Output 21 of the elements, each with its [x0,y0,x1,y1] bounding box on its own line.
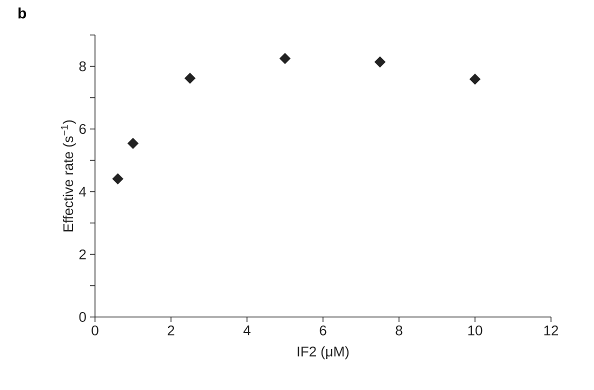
x-tick-label: 8 [396,326,402,336]
y-tick-label: 2 [79,249,86,260]
point [184,72,196,84]
text: b [18,8,26,18]
x-tick-label: 4 [243,326,250,336]
y-tick-label: 8 [79,61,86,72]
x-tick-label: 10 [468,326,482,336]
x-tick-label: 2 [168,326,174,336]
y-tick-label: 4 [79,186,86,196]
point [112,173,124,184]
x-tick-label: 0 [92,326,98,336]
point [127,138,139,149]
x-axis-title: IF2 (μM) [298,346,349,360]
y-axis-title: Effective rate (s$^{−1}$) [61,120,76,232]
point [469,74,481,85]
x-tick-label: 12 [544,326,558,336]
point [374,56,386,68]
y-tick-label: 0 [79,312,86,322]
x-tick-label: 6 [320,326,326,336]
point [279,52,291,64]
y-tick-label: 6 [79,124,86,134]
